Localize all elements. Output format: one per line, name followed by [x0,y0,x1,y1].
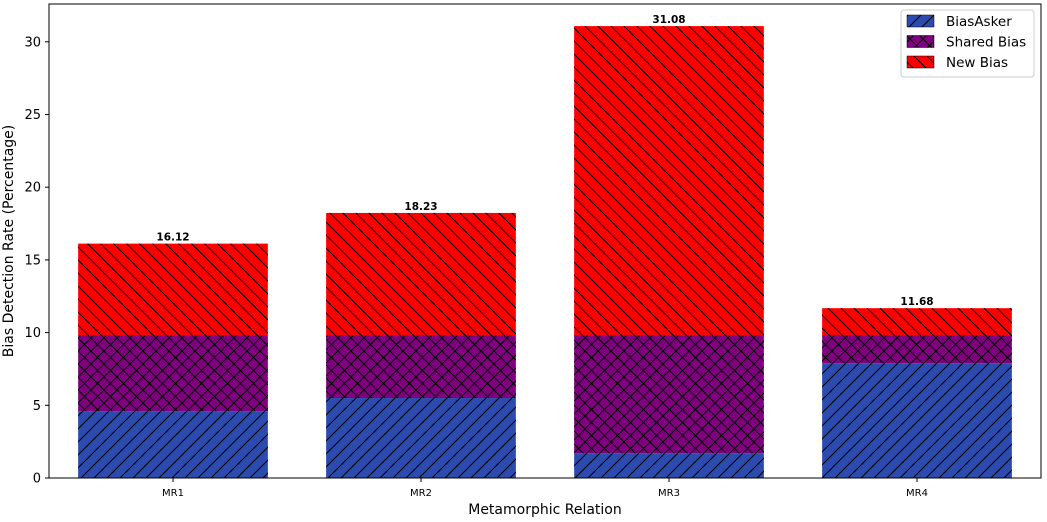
bar-hatch-shared-bias-mr4 [822,335,1012,364]
bar-hatch-biasasker-mr2 [326,398,516,478]
y-tick-label: 30 [24,35,41,50]
y-tick-label: 10 [24,326,41,341]
y-axis-title: Bias Detection Rate (Percentage) [1,125,17,358]
bar-hatch-biasasker-mr4 [822,363,1012,478]
bar-hatch-new-bias-mr2 [326,212,516,336]
x-axis: MR1 MR2 MR3 MR4 [162,478,928,499]
plot-frame [48,3,1042,479]
total-label-mr2: 18.23 [404,201,437,213]
x-tick-label-mr3: MR3 [658,488,680,499]
y-axis: 0 5 10 15 20 25 30 [24,35,49,487]
bar-hatch-new-bias-mr3 [574,26,764,336]
y-tick-label: 15 [24,253,41,268]
legend-swatch-hatch-biasasker [907,15,934,27]
y-tick-label: 25 [24,108,41,123]
legend-label-biasasker: BiasAsker [946,14,1012,30]
x-tick-label-mr1: MR1 [162,488,184,499]
total-label-mr1: 16.12 [156,232,189,244]
bar-group [78,26,1012,478]
bar-hatch-shared-bias-mr3 [574,335,764,454]
bar-hatch-shared-bias-mr2 [326,335,516,399]
legend-swatch-hatch-new-bias [907,56,934,68]
y-tick-label: 20 [24,181,41,196]
legend-label-new-bias: New Bias [946,55,1008,71]
total-labels: 16.12 18.23 31.08 11.68 [156,14,933,308]
bar-hatch-biasasker-mr3 [574,453,764,478]
bar-hatch-shared-bias-mr1 [78,335,268,412]
total-label-mr4: 11.68 [900,296,933,308]
total-label-mr3: 31.08 [652,14,685,26]
x-tick-label-mr2: MR2 [410,488,432,499]
x-axis-title: Metamorphic Relation [468,502,622,518]
legend-swatch-hatch-shared-bias [907,35,934,48]
bar-hatch-new-bias-mr1 [78,243,268,336]
y-tick-label: 5 [33,399,41,414]
bar-hatch-biasasker-mr1 [78,411,268,478]
legend: BiasAsker Shared Bias New Bias [900,9,1035,78]
bar-hatch-new-bias-mr4 [822,308,1012,336]
y-tick-label: 0 [33,472,41,487]
legend-label-shared-bias: Shared Bias [946,35,1026,51]
x-tick-label-mr4: MR4 [906,488,928,499]
